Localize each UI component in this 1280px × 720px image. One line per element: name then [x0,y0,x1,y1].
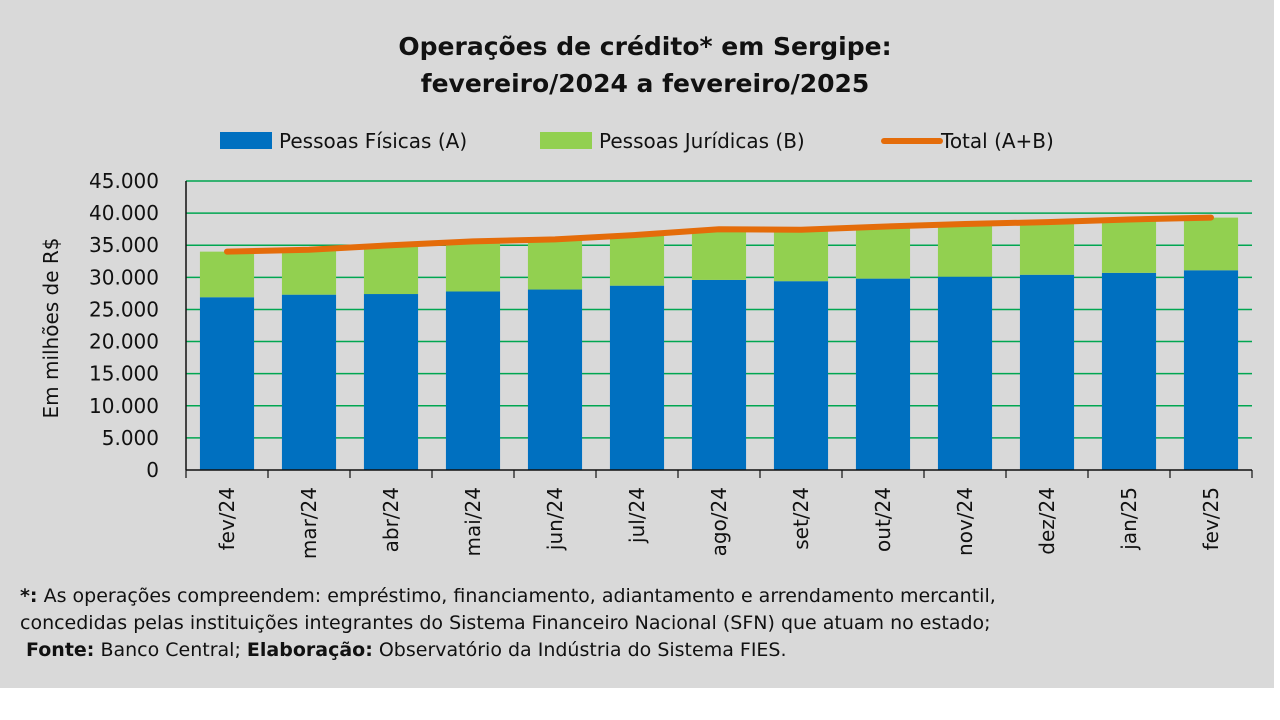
chart-title-line1: Operações de crédito* em Sergipe: [398,32,891,61]
legend-label-total: Total (A+B) [940,129,1054,153]
x-tick-label: mar/24 [297,487,321,559]
footnote-text-1: As operações compreendem: empréstimo, fi… [37,585,996,607]
y-tick-label: 5.000 [102,426,159,450]
y-tick-label: 40.000 [89,201,159,225]
bar-pessoas-fisicas [1101,272,1157,470]
bar-pessoas-fisicas [1183,270,1239,470]
x-tick-label: dez/24 [1035,487,1059,555]
y-tick-label: 35.000 [89,233,159,257]
bar-pessoas-fisicas [281,294,337,470]
bar-pessoas-juridicas [363,245,419,295]
bar-pessoas-juridicas [773,229,829,282]
footnote-line-3: Fonte: Banco Central; Elaboração: Observ… [20,637,1260,664]
footnote-line-2: concedidas pelas instituições integrante… [20,612,991,634]
y-tick-label: 10.000 [89,394,159,418]
bar-pessoas-juridicas [1101,219,1157,273]
bar-pessoas-fisicas [773,281,829,470]
source-label: Fonte: [26,639,95,661]
y-tick-label: 20.000 [89,330,159,354]
bars [199,217,1239,470]
bar-pessoas-juridicas [1183,217,1239,271]
author-label: Elaboração: [246,639,373,661]
x-tick-labels: fev/24 mar/24 abr/24 mai/24 jun/24 jul/24 ago/… [215,487,1223,559]
x-tick-label: fev/24 [215,487,239,550]
bar-pessoas-fisicas [937,276,993,470]
y-tick-label: 30.000 [89,265,159,289]
bar-pessoas-juridicas [1019,222,1075,275]
x-tick-label: ago/24 [707,487,731,556]
y-tick-label: 25.000 [89,297,159,321]
bar-pessoas-fisicas [445,291,501,470]
x-tick-label: jul/24 [625,487,649,544]
y-axis-label: Em milhões de R$ [39,237,63,418]
y-tick-label: 0 [146,458,159,482]
bar-pessoas-fisicas [855,278,911,470]
bar-pessoas-fisicas [691,279,747,470]
bar-pessoas-juridicas [199,251,255,298]
bar-pessoas-fisicas [527,289,583,470]
chart: Operações de crédito* em Sergipe: fevere… [39,32,1253,559]
footnote-mark: *: [20,585,38,607]
bar-pessoas-fisicas [363,294,419,470]
legend-swatch-pf [220,132,272,149]
legend-label-pj: Pessoas Jurídicas (B) [599,129,805,153]
x-tick-label: out/24 [871,487,895,552]
x-tick-label: jan/25 [1117,487,1141,551]
bar-pessoas-fisicas [1019,274,1075,470]
footnote-line-1: *: As operações compreendem: empréstimo,… [20,583,1260,610]
bar-pessoas-fisicas [199,297,255,470]
legend-label-pf: Pessoas Físicas (A) [279,129,467,153]
x-tick-label: jun/24 [543,487,567,551]
total-line-series [224,214,1214,255]
axes [185,181,1253,478]
bar-pessoas-juridicas [855,226,911,279]
x-tick-label: abr/24 [379,487,403,552]
x-tick-label: mai/24 [461,487,485,556]
y-tick-label: 45.000 [89,169,159,193]
chart-title-line2: fevereiro/2024 a fevereiro/2025 [421,69,870,98]
legend-swatch-pj [540,132,592,149]
bar-pessoas-juridicas [937,224,993,277]
x-tick-label: set/24 [789,487,813,550]
source-text: Banco Central; [94,639,247,661]
footnote: *: As operações compreendem: empréstimo,… [20,583,1260,664]
bar-pessoas-juridicas [445,241,501,292]
author-text: Observatório da Indústria do Sistema FIE… [372,639,787,661]
bar-pessoas-juridicas [609,234,665,286]
bar-pessoas-juridicas [527,239,583,290]
bar-pessoas-juridicas [281,249,337,295]
bar-pessoas-fisicas [609,285,665,470]
total-line [224,214,1214,255]
x-tick-label: fev/25 [1199,487,1223,550]
y-tick-label: 15.000 [89,362,159,386]
y-tick-labels: 0 5.000 10.000 15.000 20.000 25.000 30.000 35.0… [89,169,159,482]
bar-pessoas-juridicas [691,229,747,280]
x-tick-label: nov/24 [953,487,977,556]
chart-panel: Operações de crédito* em Sergipe: fevere… [0,0,1274,688]
